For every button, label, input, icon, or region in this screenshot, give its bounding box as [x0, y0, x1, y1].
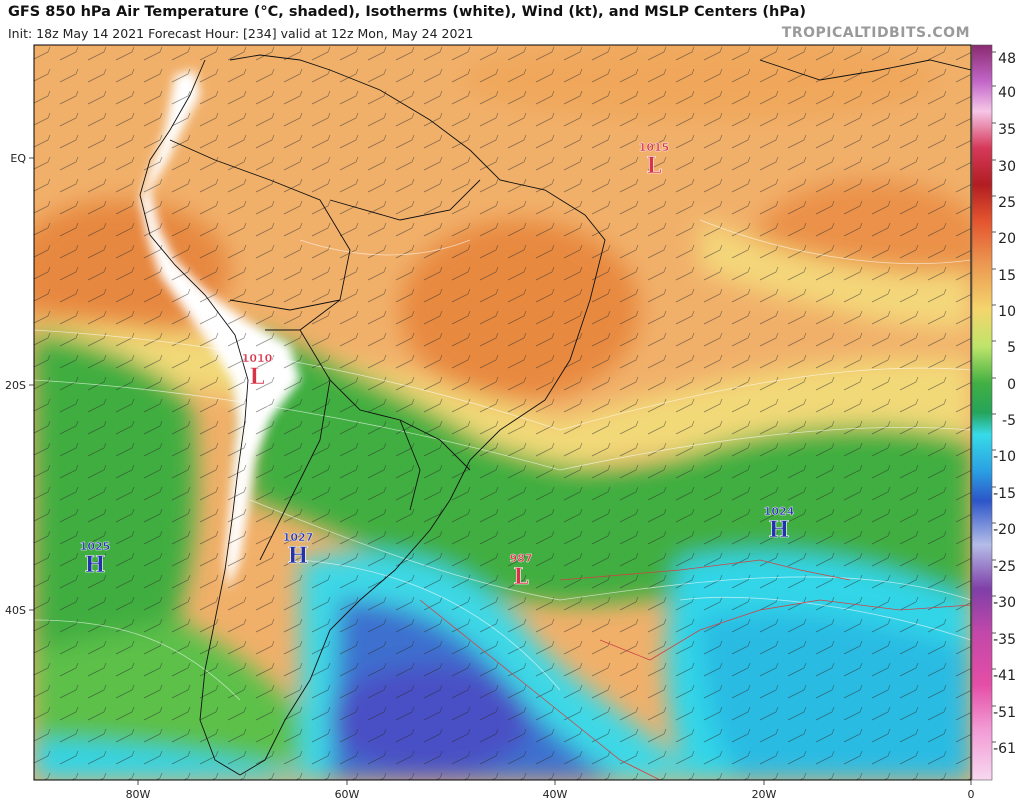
pressure-center-value: 1025	[80, 540, 111, 553]
colorbar-tick-label: 48	[998, 51, 1016, 67]
colorbar-tick-label: -41	[993, 668, 1016, 684]
latitude-label: 20S	[5, 379, 26, 392]
colorbar-tick-label: -51	[993, 705, 1016, 721]
colorbar-tick-label: -35	[993, 632, 1016, 648]
colorbar-tick-label: -15	[993, 486, 1016, 502]
brand-watermark: TROPICALTIDBITS.COM	[781, 25, 970, 41]
colorbar-tick-label: -20	[993, 522, 1016, 538]
pressure-center-letter: L	[249, 364, 264, 390]
colorbar-tick-label: -25	[993, 559, 1016, 575]
colorbar-tick-label: 0	[1007, 377, 1016, 393]
colorbar-tick-label: 40	[998, 85, 1016, 101]
map-subtitle: Init: 18z May 14 2021 Forecast Hour: [23…	[8, 26, 474, 41]
colorbar-tick-label: 5	[1007, 340, 1016, 356]
colorbar-tick-label: -61	[993, 741, 1016, 757]
pressure-center-value: 1027	[283, 531, 314, 544]
pressure-center-value: 987	[510, 552, 533, 565]
colorbar	[971, 44, 993, 781]
pressure-center-letter: H	[288, 543, 309, 569]
latitude-label: 40S	[5, 604, 26, 617]
pressure-center-letter: H	[769, 517, 790, 543]
colorbar-tick-label: 10	[998, 304, 1016, 320]
pressure-center-value: 1015	[639, 141, 670, 154]
colorbar-tick-label: 20	[998, 231, 1016, 247]
longitude-label: 60W	[335, 788, 360, 800]
longitude-label: 20W	[752, 788, 777, 800]
colorbar-tick-label: 30	[998, 159, 1016, 175]
colorbar-tick-label: -5	[1002, 413, 1016, 429]
latitude-labels: EQ 20S 40S	[5, 152, 34, 617]
temperature-field	[34, 45, 971, 780]
longitude-label: 0	[968, 788, 975, 800]
pressure-center-letter: L	[513, 564, 528, 590]
pressure-center-value: 1024	[764, 505, 795, 518]
colorbar-tick-label: 35	[998, 122, 1016, 138]
longitude-labels: 80W 60W 40W 20W 0	[126, 780, 975, 800]
pressure-center-value: 1010	[242, 352, 273, 365]
latitude-label: EQ	[10, 152, 26, 165]
colorbar-ticks: 48 40 35 30 25 20 15 10 5 0 -5 -10 -15 -20 -25 -30 -35 -4…	[992, 51, 1016, 757]
colorbar-tick-label: -10	[993, 449, 1016, 465]
longitude-label: 40W	[543, 788, 568, 800]
map-title: GFS 850 hPa Air Temperature (°C, shaded)…	[8, 4, 807, 20]
colorbar-tick-label: 15	[998, 268, 1016, 284]
longitude-label: 80W	[126, 788, 151, 800]
pressure-center-letter: L	[646, 153, 661, 179]
colorbar-tick-label: -30	[993, 595, 1016, 611]
pressure-center-letter: H	[85, 552, 106, 578]
colorbar-tick-label: 25	[998, 195, 1016, 211]
